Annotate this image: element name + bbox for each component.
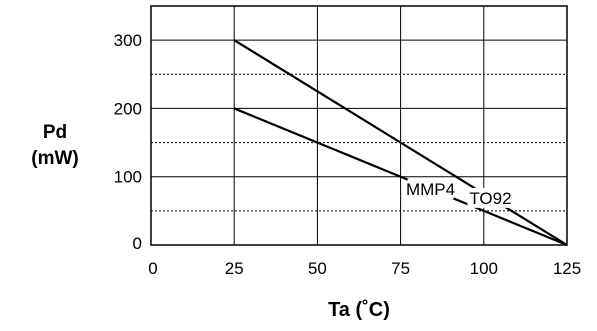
annotations: TO92 MMP4 [406, 179, 514, 208]
x-tick-label-25: 25 [225, 259, 244, 278]
series-lines [233, 39, 568, 247]
series-line-to92 [233, 39, 568, 246]
y-axis-label-line2: (mW) [31, 148, 78, 169]
solid-gridlines [151, 6, 567, 245]
annotation-bg-to92 [467, 187, 514, 208]
y-tick-label-0: 0 [133, 234, 142, 253]
plot-frame [150, 5, 568, 246]
y-axis-label-line1: Pd [43, 122, 67, 143]
x-axis-label: Ta (˚C) [328, 298, 390, 321]
x-tick-label-0: 0 [148, 259, 157, 278]
annotation-mmp4: MMP4 [406, 180, 455, 199]
series-line-mmp4 [233, 107, 568, 247]
dotted-gridlines [151, 73, 567, 212]
x-tick-label-100: 100 [470, 259, 498, 278]
x-tick-labels: 0 25 50 75 100 125 [148, 259, 581, 278]
x-tick-label-75: 75 [391, 259, 410, 278]
x-tick-label-125: 125 [553, 259, 581, 278]
annotation-bg-mmp4 [407, 179, 454, 200]
y-tick-label-200: 200 [114, 99, 142, 118]
x-tick-label-50: 50 [308, 259, 327, 278]
y-tick-label-100: 100 [114, 168, 142, 187]
annotation-to92: TO92 [469, 189, 511, 208]
y-tick-labels: 0 100 200 300 [114, 31, 142, 253]
y-tick-label-300: 300 [114, 31, 142, 50]
